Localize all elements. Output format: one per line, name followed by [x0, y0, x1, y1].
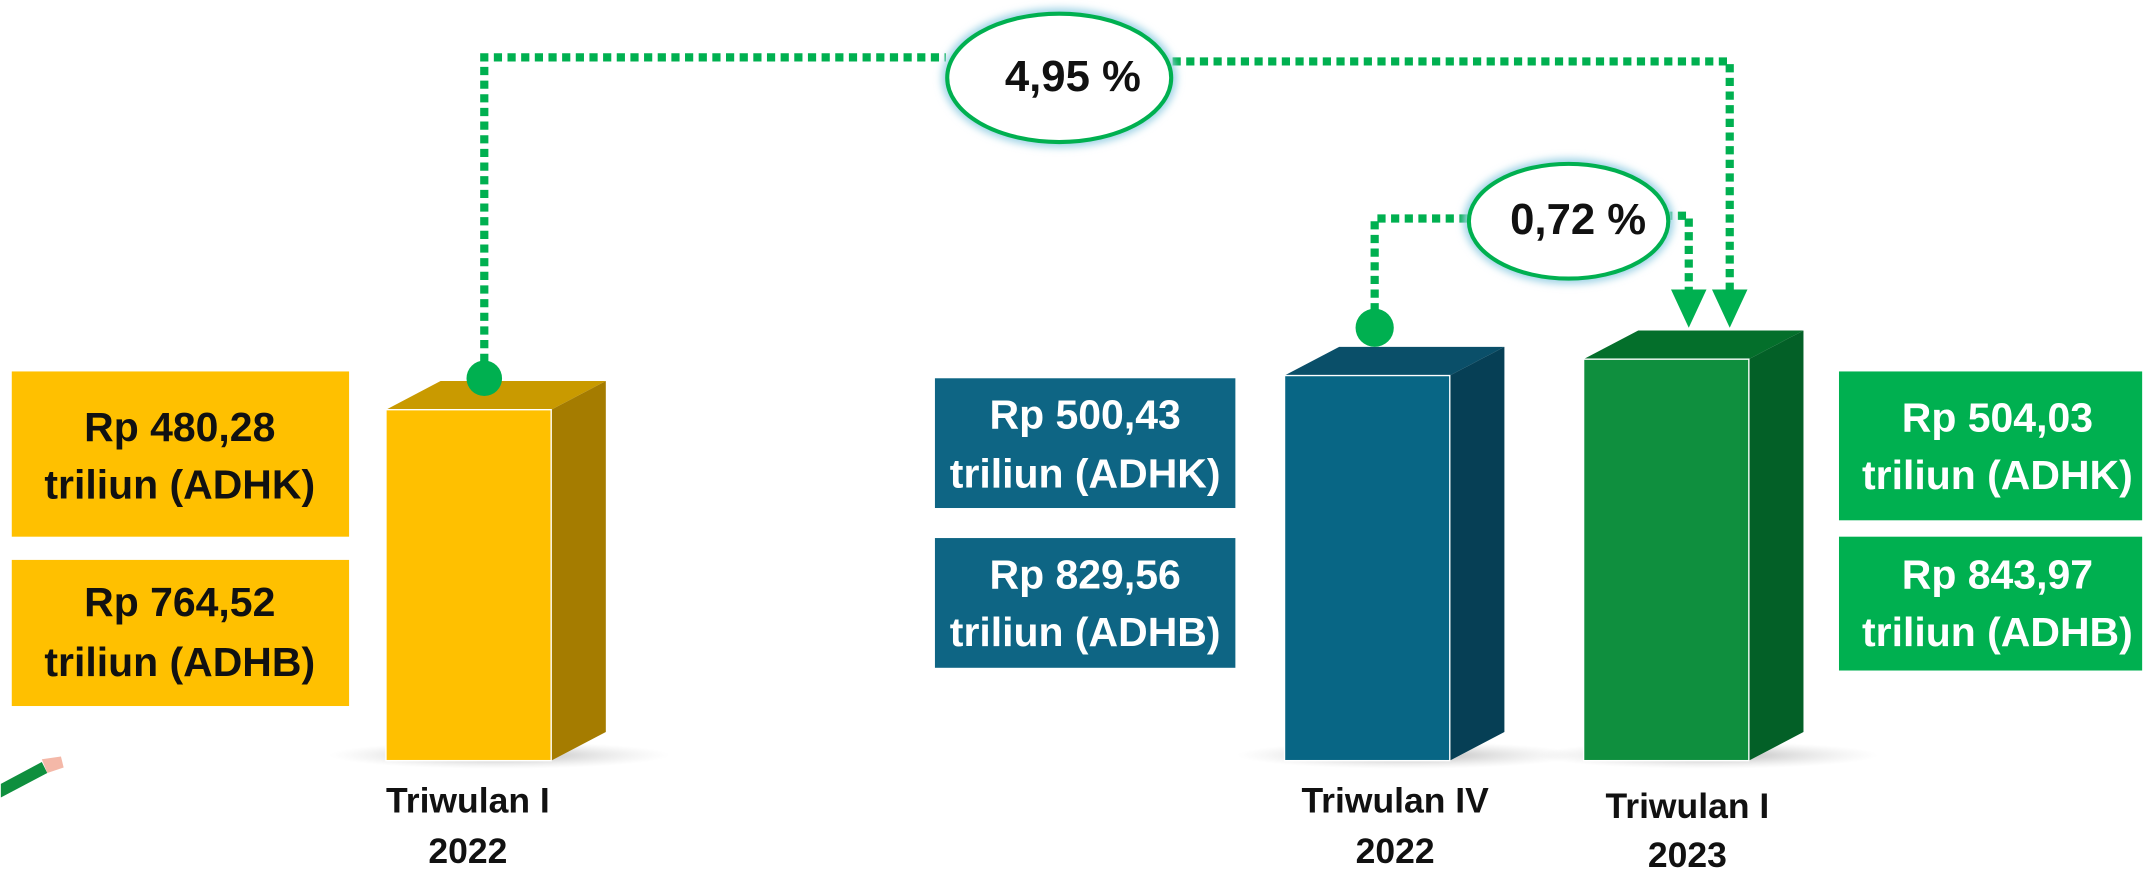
- value-box: [1838, 371, 2143, 521]
- growth-ellipse: [1466, 161, 1671, 281]
- value-text: triliun (ADHK): [1862, 452, 2133, 498]
- value-text: Rp 829,56: [990, 551, 1181, 597]
- connector-dot: [466, 360, 503, 397]
- value-box: [11, 559, 350, 707]
- growth-ellipse: [945, 11, 1174, 145]
- value-text: triliun (ADHB): [950, 609, 1221, 655]
- period-label: 2023: [1648, 835, 1727, 874]
- value-box: [1838, 536, 2143, 671]
- value-text: triliun (ADHB): [44, 639, 315, 685]
- pen-icon: [0, 756, 64, 798]
- period-label: Triwulan IV: [1301, 780, 1489, 820]
- value-box: [934, 378, 1236, 509]
- period-label: 2022: [428, 831, 507, 871]
- connector: [1370, 214, 1471, 312]
- value-text: Rp 504,03: [1902, 394, 2093, 440]
- connector: [480, 53, 946, 362]
- bar-3d: [1283, 346, 1505, 762]
- arrow-head: [1671, 289, 1707, 328]
- value-text: triliun (ADHB): [1862, 609, 2133, 655]
- period-label: 2022: [1356, 831, 1435, 871]
- value-text: Rp 764,52: [84, 579, 275, 625]
- value-text: triliun (ADHK): [950, 450, 1221, 496]
- connector-dot: [1355, 308, 1394, 347]
- growth-label: 4,95 %: [1005, 52, 1141, 101]
- value-box: [11, 371, 350, 537]
- value-text: triliun (ADHK): [44, 461, 315, 507]
- value-box: [934, 538, 1236, 668]
- bar-3d: [385, 381, 606, 762]
- value-text: Rp 843,97: [1902, 551, 2093, 597]
- connector: [1172, 57, 1734, 290]
- bar-3d: [1582, 330, 1804, 762]
- growth-label: 0,72 %: [1510, 195, 1646, 244]
- arrow-head: [1711, 289, 1748, 328]
- value-text: Rp 480,28: [84, 404, 275, 450]
- period-label: Triwulan I: [1606, 786, 1770, 826]
- period-label: Triwulan I: [386, 780, 550, 820]
- value-text: Rp 500,43: [990, 392, 1181, 438]
